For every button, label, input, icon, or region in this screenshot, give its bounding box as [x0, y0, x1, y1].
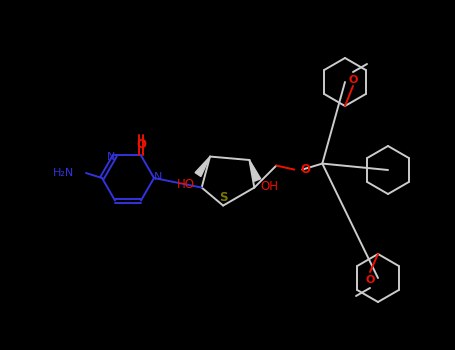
Text: O: O [365, 275, 374, 285]
Polygon shape [195, 156, 210, 176]
Text: O: O [300, 163, 310, 176]
Text: O: O [136, 138, 146, 151]
Polygon shape [249, 160, 261, 181]
Text: N: N [154, 172, 162, 182]
Text: H₂N: H₂N [53, 168, 74, 178]
Text: S: S [219, 191, 228, 204]
Text: HO: HO [177, 178, 195, 191]
Text: N: N [107, 153, 115, 162]
Text: OH: OH [260, 180, 278, 193]
Text: O: O [349, 75, 358, 85]
